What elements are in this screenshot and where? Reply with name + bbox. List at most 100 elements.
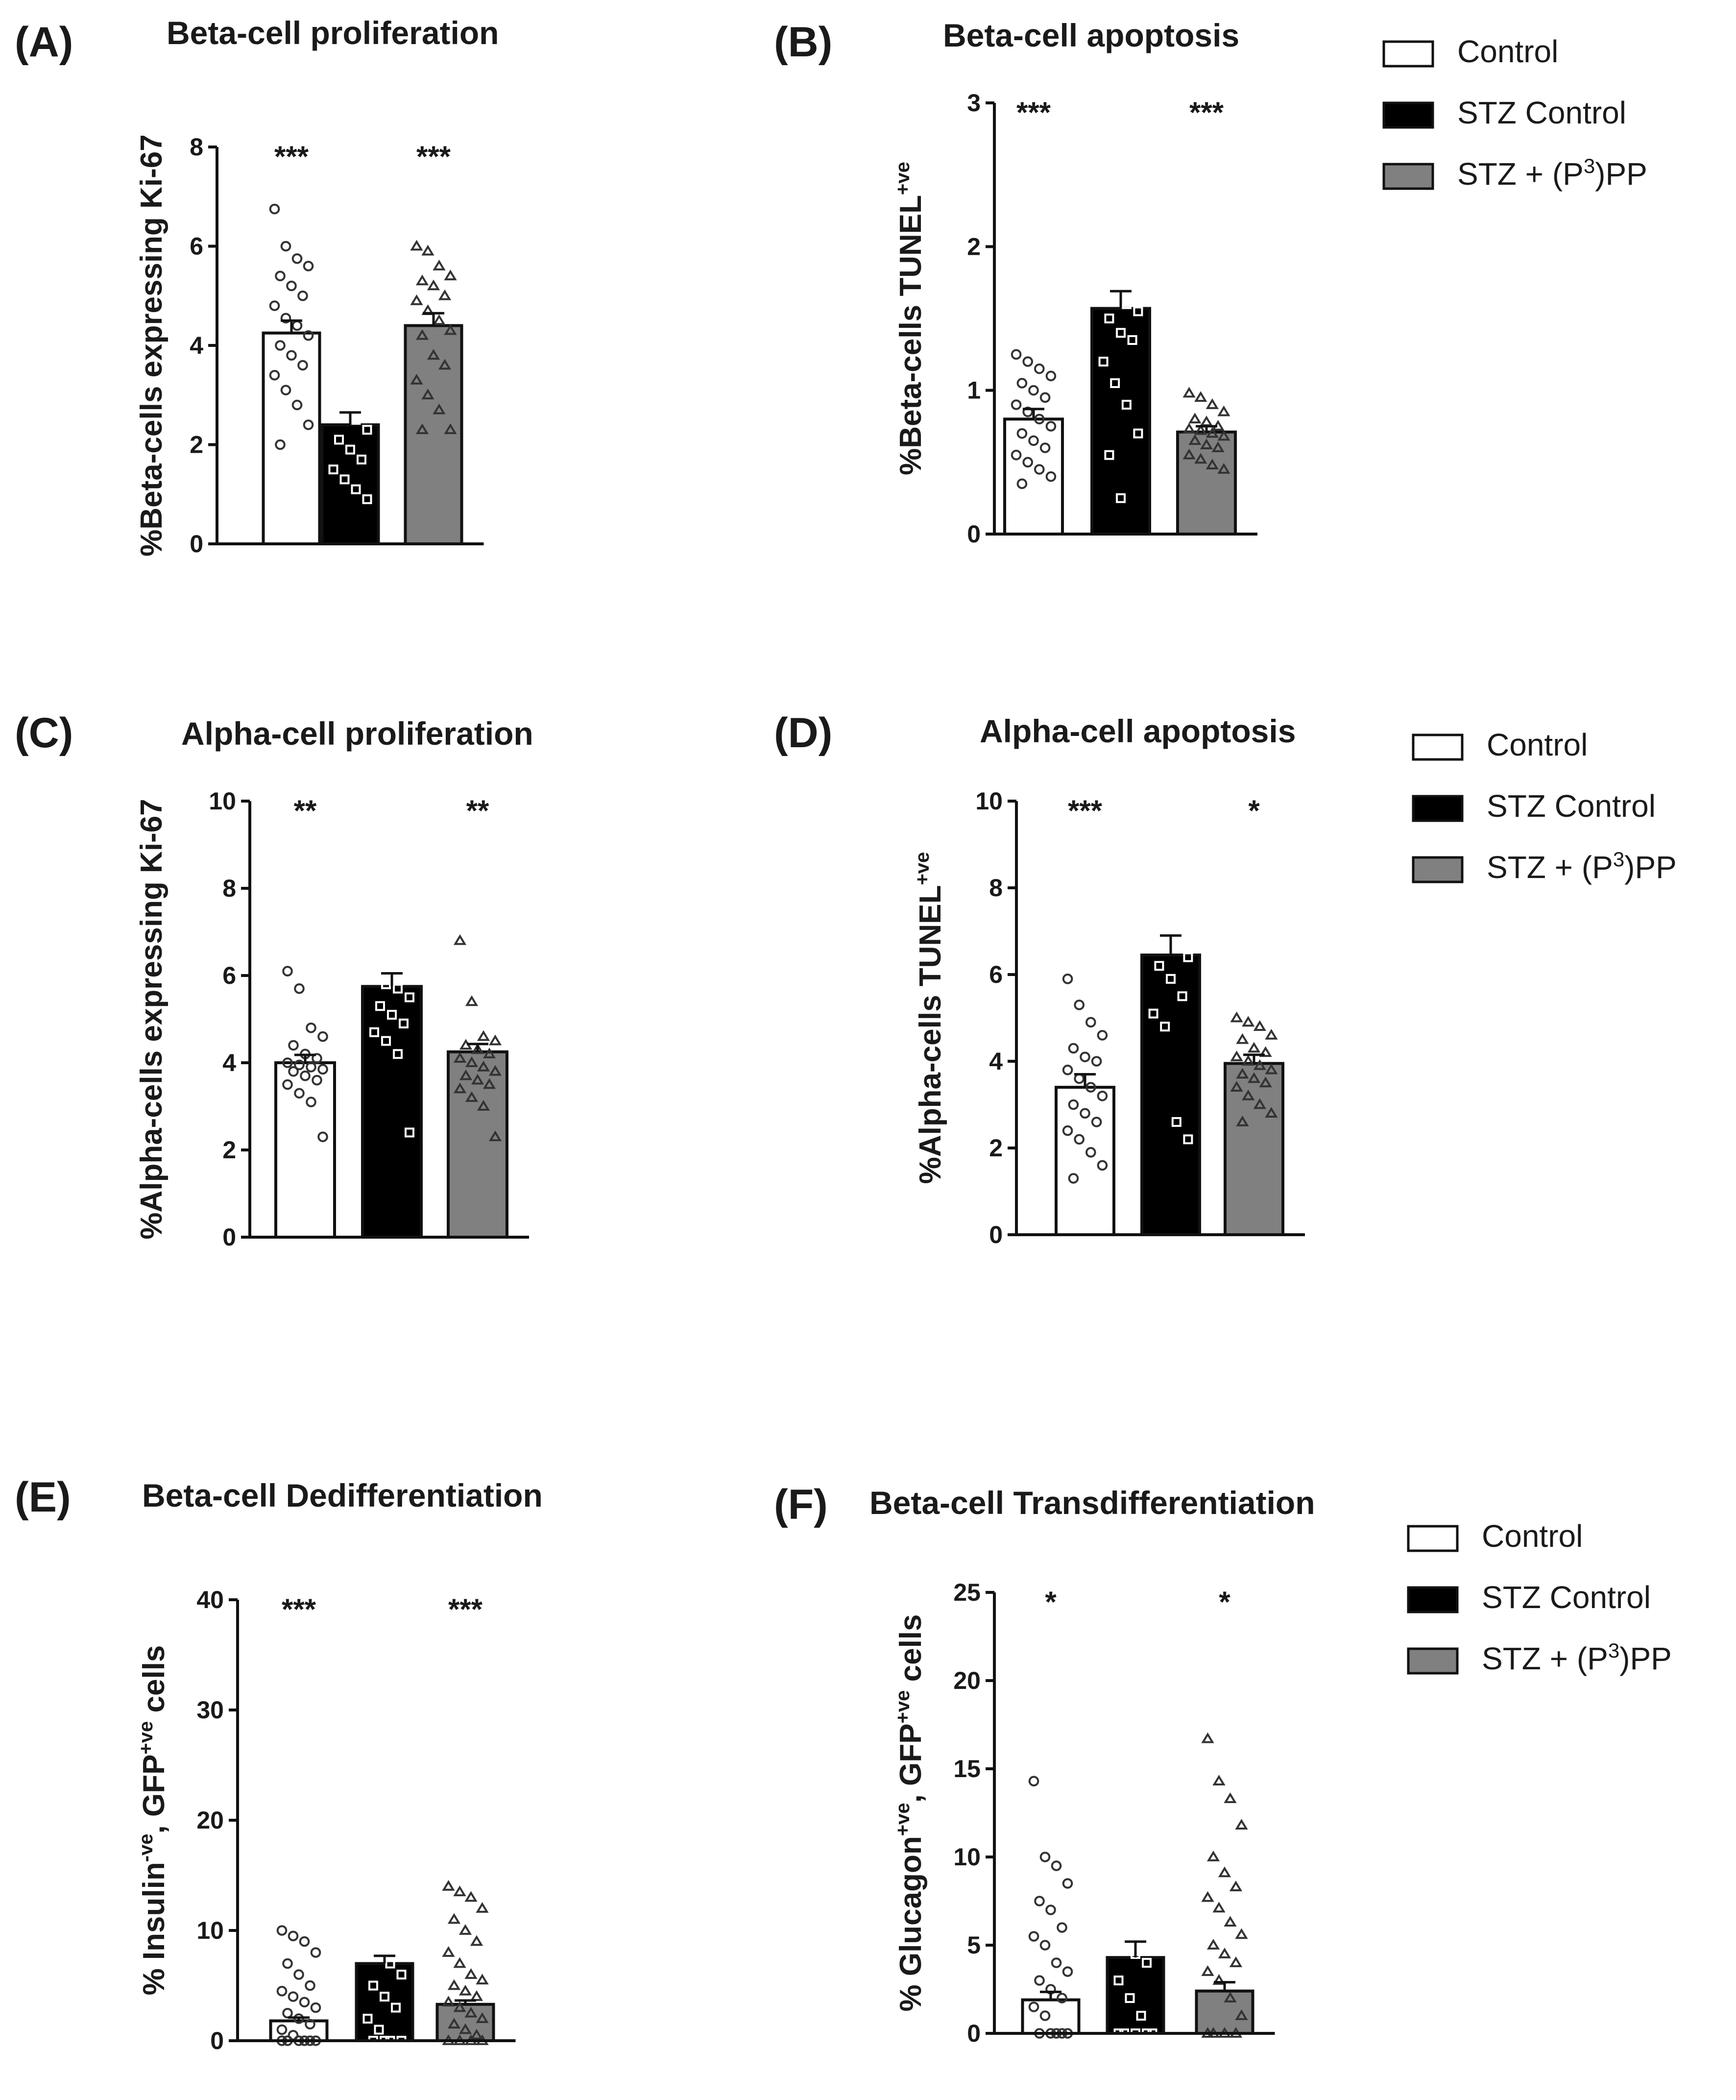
data-point xyxy=(433,403,446,415)
data-point xyxy=(1265,1028,1278,1040)
y-tick-label: 0 xyxy=(222,1223,236,1251)
legend: Control STZ Control STZ + (P3)PP xyxy=(1407,1518,1672,1676)
data-point xyxy=(477,1099,490,1111)
data-point xyxy=(1131,1832,1140,1843)
data-point xyxy=(464,2006,478,2018)
data-point xyxy=(1253,1059,1266,1070)
panel-title: Beta-cell Transdifferentiation xyxy=(869,1485,1315,1521)
data-point xyxy=(288,1930,299,1942)
bar-3 xyxy=(447,1050,508,1239)
data-point xyxy=(482,1048,496,1059)
panel-f: (F) Beta-cell Transdifferentiation % Gluca… xyxy=(774,1481,1672,2047)
data-point xyxy=(305,1980,315,1991)
data-point xyxy=(1119,1776,1129,1786)
data-point xyxy=(470,1935,483,1946)
data-point xyxy=(291,399,303,411)
data-point xyxy=(1121,299,1132,309)
data-point xyxy=(1200,415,1213,427)
data-point xyxy=(1253,1098,1266,1109)
data-point xyxy=(288,1991,299,2002)
data-point xyxy=(1194,453,1207,464)
data-point xyxy=(458,1984,472,1996)
data-point xyxy=(299,1936,310,1947)
y-tick-label: 0 xyxy=(190,530,203,558)
data-point xyxy=(470,1990,483,2001)
data-point xyxy=(1034,1896,1045,1906)
data-point xyxy=(328,320,338,331)
data-point xyxy=(1110,181,1120,192)
data-point xyxy=(339,323,350,333)
legend-label-1: Control xyxy=(1487,727,1588,762)
legend-swatch-1 xyxy=(1412,733,1464,761)
data-point xyxy=(351,484,361,494)
data-point xyxy=(477,1060,490,1072)
data-point xyxy=(1127,335,1137,345)
legend: Control STZ Control STZ + (P3)PP xyxy=(1412,727,1677,885)
data-point xyxy=(1182,422,1196,434)
data-point xyxy=(339,405,350,415)
data-point xyxy=(1148,822,1158,832)
y-tick-label: 2 xyxy=(190,431,203,459)
data-point xyxy=(1022,457,1033,468)
y-tick-label: 6 xyxy=(222,962,236,989)
data-point xyxy=(1085,1017,1096,1028)
legend-label-3: STZ + (P3)PP xyxy=(1482,1639,1672,1676)
data-point xyxy=(1062,1125,1073,1136)
legend-label-2: STZ Control xyxy=(1482,1580,1651,1615)
data-point xyxy=(1166,974,1176,984)
data-point xyxy=(282,1958,293,1969)
data-point xyxy=(1200,439,1213,449)
legend-label-2: STZ Control xyxy=(1457,95,1626,130)
y-axis-label-text: , GFP xyxy=(137,1755,171,1834)
legend: Control STZ Control STZ + (P3)PP xyxy=(1382,34,1647,192)
data-point xyxy=(345,375,355,385)
data-point xyxy=(1147,1923,1157,1932)
data-point xyxy=(1104,450,1114,460)
data-point xyxy=(433,314,446,325)
y-tick-label: 4 xyxy=(222,1049,236,1076)
data-point xyxy=(1057,1922,1067,1933)
panel-letter: (A) xyxy=(15,19,73,66)
data-point xyxy=(393,983,403,994)
data-point xyxy=(1177,991,1187,1001)
panel-title: Beta-cell Dedifferentiation xyxy=(142,1477,543,1514)
y-axis-label-superscript: -ve xyxy=(135,1833,157,1862)
data-point xyxy=(1224,1916,1237,1927)
data-point xyxy=(1230,1011,1243,1023)
data-point xyxy=(368,1904,378,1913)
legend-label-3: STZ + (P3)PP xyxy=(1487,848,1677,885)
data-point xyxy=(438,289,452,300)
data-point xyxy=(288,1040,299,1051)
data-point xyxy=(1022,406,1033,417)
data-point xyxy=(482,1078,496,1089)
y-tick-label: 3 xyxy=(967,89,981,117)
data-point xyxy=(380,1992,389,2002)
data-point xyxy=(1080,1051,1090,1062)
data-point xyxy=(1034,464,1045,475)
significance-mark: *** xyxy=(274,140,309,173)
data-point xyxy=(442,1996,455,2007)
data-point xyxy=(381,1036,391,1046)
data-point xyxy=(362,328,372,338)
data-point xyxy=(488,1065,502,1076)
data-point xyxy=(1253,1020,1266,1031)
data-point xyxy=(453,2001,466,2012)
data-point xyxy=(1080,1108,1090,1119)
data-point xyxy=(391,1859,401,1869)
y-tick-label: 20 xyxy=(196,1807,224,1834)
data-point xyxy=(1016,478,1028,489)
data-point xyxy=(399,1018,409,1028)
legend-label-1: Control xyxy=(1457,34,1558,69)
data-point xyxy=(447,1913,461,1924)
data-point xyxy=(1201,1891,1214,1902)
data-point xyxy=(288,1066,299,1077)
legend-label-2: STZ Control xyxy=(1487,788,1656,824)
y-axis-label-text: cells xyxy=(894,1614,928,1690)
bar-2 xyxy=(361,985,423,1239)
data-point xyxy=(374,1881,384,1891)
y-tick-label: 6 xyxy=(190,233,203,260)
data-point xyxy=(286,350,297,361)
panel-letter: (D) xyxy=(774,709,832,757)
data-point xyxy=(1034,1975,1045,1986)
data-point xyxy=(1097,1160,1108,1171)
